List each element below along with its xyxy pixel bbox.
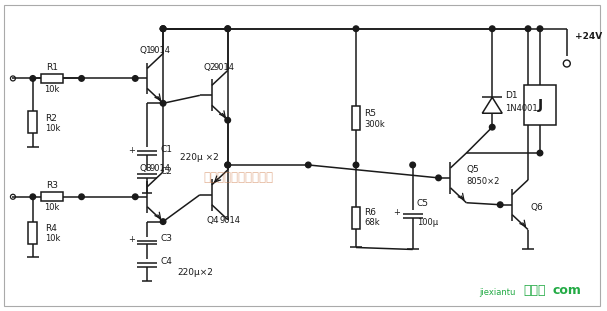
Text: 9014: 9014 <box>149 46 170 55</box>
Text: 100μ: 100μ <box>416 218 438 227</box>
Bar <box>351 106 361 130</box>
Circle shape <box>160 26 166 31</box>
Circle shape <box>489 124 495 130</box>
Text: Q2: Q2 <box>204 63 217 72</box>
Text: 9014: 9014 <box>214 63 235 72</box>
Text: +: + <box>128 235 135 244</box>
Circle shape <box>132 194 138 200</box>
Text: 9014: 9014 <box>220 216 241 225</box>
Text: 9014: 9014 <box>149 165 170 174</box>
Text: 1N4001: 1N4001 <box>505 104 538 113</box>
Text: 10k: 10k <box>44 85 59 94</box>
Circle shape <box>160 26 166 31</box>
Text: 68k: 68k <box>364 218 379 227</box>
Text: 接线图: 接线图 <box>524 284 546 297</box>
Text: 300k: 300k <box>364 120 385 129</box>
Text: C4: C4 <box>160 257 172 266</box>
Bar <box>41 192 63 201</box>
Bar <box>41 74 63 83</box>
Text: C3: C3 <box>160 234 172 243</box>
Circle shape <box>225 162 231 168</box>
Text: 8050×2: 8050×2 <box>466 177 500 186</box>
Text: 220μ ×2: 220μ ×2 <box>180 154 219 162</box>
Circle shape <box>79 194 84 200</box>
Text: +: + <box>128 146 135 155</box>
Text: 10k: 10k <box>44 203 59 212</box>
Circle shape <box>436 175 441 181</box>
Text: R4: R4 <box>45 224 56 233</box>
Polygon shape <box>483 97 502 113</box>
Circle shape <box>225 26 231 31</box>
Circle shape <box>160 26 166 31</box>
Bar <box>524 86 556 125</box>
Circle shape <box>353 26 359 31</box>
Text: 10k: 10k <box>45 124 60 133</box>
Text: C2: C2 <box>160 167 172 176</box>
Circle shape <box>305 162 311 168</box>
Bar <box>29 111 37 133</box>
Circle shape <box>132 76 138 81</box>
Text: Q3: Q3 <box>139 165 152 174</box>
Text: com: com <box>552 284 582 297</box>
Circle shape <box>160 100 166 106</box>
Circle shape <box>497 202 503 207</box>
Text: Q4: Q4 <box>207 216 220 225</box>
Text: Q6: Q6 <box>530 203 543 212</box>
Circle shape <box>79 76 84 81</box>
Circle shape <box>160 219 166 225</box>
Text: C1: C1 <box>160 145 172 154</box>
Text: R2: R2 <box>45 114 56 123</box>
Circle shape <box>225 118 231 123</box>
Circle shape <box>30 76 36 81</box>
Text: +24V: +24V <box>575 32 602 41</box>
Text: R6: R6 <box>364 208 376 217</box>
Text: jiexiantu: jiexiantu <box>479 288 515 297</box>
Circle shape <box>225 162 231 168</box>
Text: R1: R1 <box>46 63 58 72</box>
Text: J: J <box>537 98 543 112</box>
Circle shape <box>225 26 231 31</box>
Text: C5: C5 <box>416 199 429 208</box>
Bar <box>351 207 361 229</box>
Circle shape <box>537 26 543 31</box>
Text: R3: R3 <box>46 181 58 190</box>
Circle shape <box>30 194 36 200</box>
Circle shape <box>489 26 495 31</box>
Text: Q1: Q1 <box>139 46 152 55</box>
Circle shape <box>353 162 359 168</box>
Circle shape <box>525 26 531 31</box>
Text: R5: R5 <box>364 109 376 118</box>
Bar <box>29 222 37 244</box>
Text: 杭州将懂科技有限公司: 杭州将懂科技有限公司 <box>204 171 274 184</box>
Text: 220μ×2: 220μ×2 <box>177 268 213 277</box>
Circle shape <box>537 150 543 156</box>
Text: D1: D1 <box>505 91 518 100</box>
Text: Q5: Q5 <box>466 165 479 174</box>
Text: +: + <box>393 208 400 217</box>
Text: 10k: 10k <box>45 234 60 243</box>
Circle shape <box>410 162 415 168</box>
